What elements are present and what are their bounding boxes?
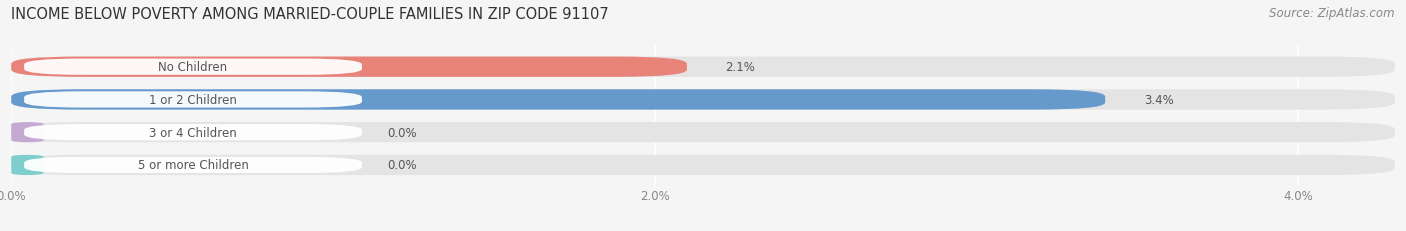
FancyBboxPatch shape <box>24 92 361 108</box>
FancyBboxPatch shape <box>24 125 361 141</box>
Text: 1 or 2 Children: 1 or 2 Children <box>149 94 238 106</box>
Text: 2.1%: 2.1% <box>725 61 755 74</box>
Text: INCOME BELOW POVERTY AMONG MARRIED-COUPLE FAMILIES IN ZIP CODE 91107: INCOME BELOW POVERTY AMONG MARRIED-COUPL… <box>11 7 609 22</box>
FancyBboxPatch shape <box>11 122 1395 143</box>
Text: 0.0%: 0.0% <box>388 159 418 172</box>
Text: No Children: No Children <box>159 61 228 74</box>
FancyBboxPatch shape <box>11 57 688 78</box>
FancyBboxPatch shape <box>11 57 1395 78</box>
FancyBboxPatch shape <box>11 90 1395 110</box>
Text: 0.0%: 0.0% <box>388 126 418 139</box>
FancyBboxPatch shape <box>11 122 44 143</box>
FancyBboxPatch shape <box>11 90 1105 110</box>
Text: 3 or 4 Children: 3 or 4 Children <box>149 126 236 139</box>
FancyBboxPatch shape <box>11 155 44 175</box>
Text: 3.4%: 3.4% <box>1144 94 1174 106</box>
FancyBboxPatch shape <box>11 155 1395 175</box>
Text: Source: ZipAtlas.com: Source: ZipAtlas.com <box>1270 7 1395 20</box>
Text: 5 or more Children: 5 or more Children <box>138 159 249 172</box>
FancyBboxPatch shape <box>24 59 361 76</box>
FancyBboxPatch shape <box>24 157 361 173</box>
